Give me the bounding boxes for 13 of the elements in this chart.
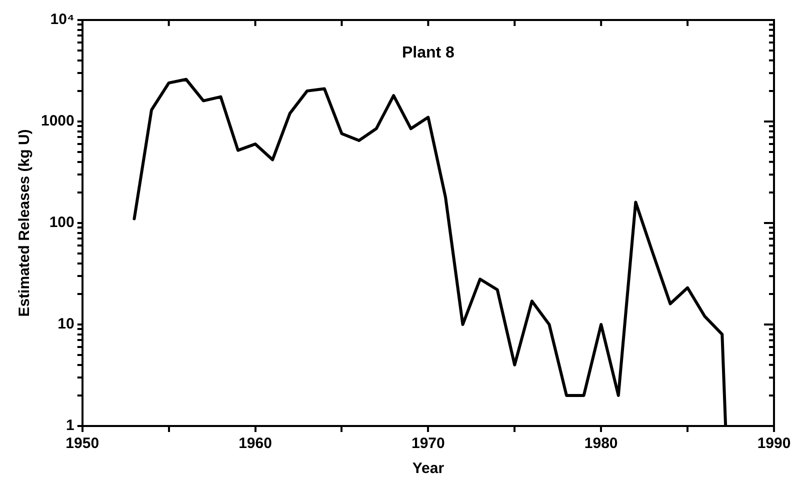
x-axis-title: Year	[412, 460, 444, 478]
x-tick-label: 1980	[584, 435, 618, 452]
y-tick-label: 1	[66, 417, 74, 434]
y-tick-label: 100	[49, 214, 74, 232]
y-axis-title: Estimated Releases (kg U)	[16, 129, 34, 317]
x-tick-label: 1960	[238, 435, 272, 452]
text: Plant 8	[402, 44, 455, 62]
x-tick-label: 1950	[66, 435, 100, 452]
y-tick-label: 10	[58, 316, 74, 333]
y-tick-label: 1000	[40, 112, 74, 130]
y-tick-label: 10⁴	[50, 11, 74, 28]
x-tick-label: 1970	[411, 435, 445, 452]
x-tick-label: 1990	[757, 435, 791, 452]
